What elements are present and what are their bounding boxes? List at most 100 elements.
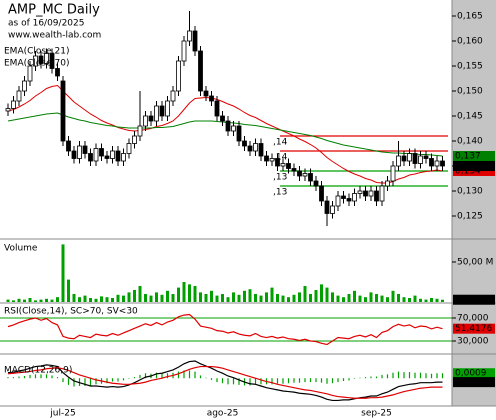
candle-body [236,125,242,142]
bar [259,295,263,302]
histogram-bar [216,378,218,383]
value-label: 0,135 [455,162,481,172]
candle-body [71,150,77,159]
bar [430,298,433,302]
candle-body [418,155,423,164]
y-tick-label: 0,130 [457,187,483,197]
candle-body [440,160,445,167]
value-label: 51,4176 [455,324,492,334]
histogram-bar [436,373,438,379]
histogram-bar [34,374,37,379]
candle-body [159,105,165,117]
y-tick-label: 0,165 [457,12,483,22]
candle-body [291,168,297,172]
histogram-bar [188,370,191,379]
candle-body [423,155,429,159]
candle-body [181,40,187,62]
histogram-bar [337,378,339,383]
candle-body [60,80,66,142]
subtitle: as of 16/09/2025 [8,19,84,29]
candle-body [203,90,209,97]
value-label-box [453,161,495,171]
bar [127,292,131,302]
bar [292,294,296,302]
candle-body [33,55,38,67]
histogram-bar [375,376,378,379]
candle-body [66,140,71,152]
y-tick-label: 0,150 [457,87,483,97]
candle-body [346,198,352,202]
bar [353,290,356,302]
candle-body [165,100,170,117]
bar [133,290,136,302]
candle-body [275,158,280,167]
histogram-bar [177,371,180,379]
histogram-bar [309,378,312,383]
value-label-box [453,151,495,161]
histogram-bar [320,378,323,383]
histogram-bar [89,378,92,386]
candle-body [247,145,253,152]
candle-body [99,148,104,157]
panel-title: RSI(Close,14), SC>70, SV<30 [4,307,138,317]
bar [243,290,246,302]
bar [210,290,213,302]
value-label: 2,84 M [455,295,486,305]
bar [50,299,54,302]
candle-body [110,150,115,159]
bar [226,297,230,302]
candle-body [269,158,275,162]
histogram-bar [194,371,196,379]
histogram-bar [210,378,213,380]
histogram-bar [45,374,48,379]
bar [435,298,439,302]
bar [34,300,37,302]
histogram-bar [161,373,163,379]
candle-body [93,148,99,162]
candle-body [297,170,302,177]
bar [171,294,175,302]
candle-body [434,160,440,167]
bar [248,289,252,302]
candle-body [115,150,121,162]
histogram-bar [370,376,372,379]
candle-body [121,153,126,162]
histogram-bar [304,378,306,383]
bar [386,297,389,302]
bar [309,294,312,302]
bar [347,294,351,302]
histogram-bar [276,378,279,384]
candle-body [308,173,313,182]
bar [358,295,362,302]
bar [276,294,279,302]
bar [94,298,98,302]
bar [397,294,400,302]
histogram-bar [282,378,284,384]
candle-body [104,155,110,159]
candle-body [187,30,192,42]
bar [424,299,428,302]
legend-entry: EMA(Close,21) [4,47,69,57]
value-label: 0,134 [455,167,481,177]
histogram-bar [425,373,427,379]
value-label-box [453,377,495,388]
histogram-bar [205,377,207,379]
candle-body [253,143,258,152]
bar [287,297,290,302]
candle-body [154,105,159,122]
bar [391,290,395,302]
histogram-bar [51,375,53,379]
histogram-bar [84,378,86,386]
histogram-bar [29,374,31,379]
bar [237,294,241,302]
bar [336,295,340,302]
bar [375,294,378,302]
histogram-bar [342,378,345,381]
candle-body [407,153,412,162]
histogram-bar [298,378,301,383]
histogram-bar [95,378,97,385]
axis-strip [452,0,496,406]
histogram-bar [348,378,350,381]
candle-body [280,163,286,167]
candle-body [16,90,22,102]
